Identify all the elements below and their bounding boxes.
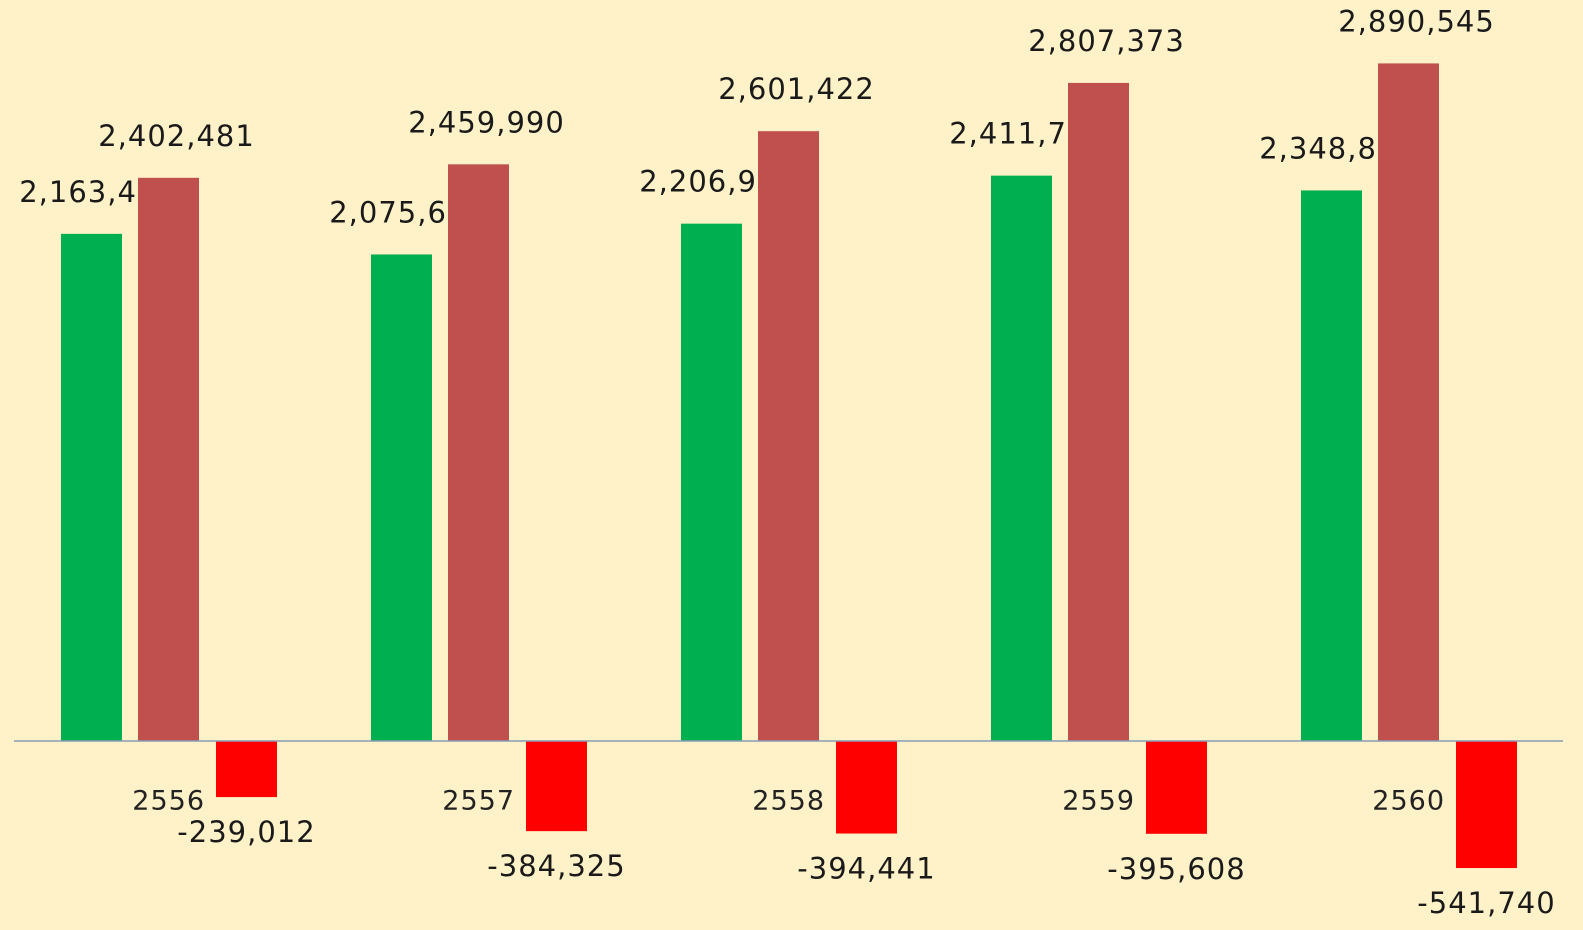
x-tick-label: 2559 <box>1062 786 1135 817</box>
bar <box>526 741 587 832</box>
bar <box>1068 82 1129 742</box>
value-label: -239,012 <box>177 815 315 849</box>
bar <box>448 164 509 742</box>
value-label: -394,441 <box>797 852 935 886</box>
value-label: 2,601,422 <box>718 72 875 106</box>
x-tick-label: 2556 <box>132 786 205 817</box>
bar <box>1146 741 1207 834</box>
bar <box>138 177 199 742</box>
value-label: 2,807,373 <box>1028 24 1185 58</box>
bar <box>1456 741 1517 869</box>
bar <box>61 233 122 742</box>
x-tick-label: 2560 <box>1372 786 1445 817</box>
bar <box>681 223 742 742</box>
value-label: -384,325 <box>487 849 625 883</box>
value-label: -541,740 <box>1417 886 1555 920</box>
x-tick-label: 2558 <box>752 786 825 817</box>
bar <box>1301 190 1362 742</box>
bar <box>216 741 277 798</box>
value-label: 2,402,481 <box>98 119 255 153</box>
value-label: -395,608 <box>1107 852 1245 886</box>
x-tick-label: 2557 <box>442 786 515 817</box>
bar <box>371 254 432 742</box>
value-label: 2,890,545 <box>1338 4 1495 38</box>
bar <box>758 131 819 742</box>
bar <box>836 741 897 834</box>
bar <box>1378 63 1439 742</box>
value-label: 2,459,990 <box>408 105 565 139</box>
bar <box>991 175 1052 742</box>
